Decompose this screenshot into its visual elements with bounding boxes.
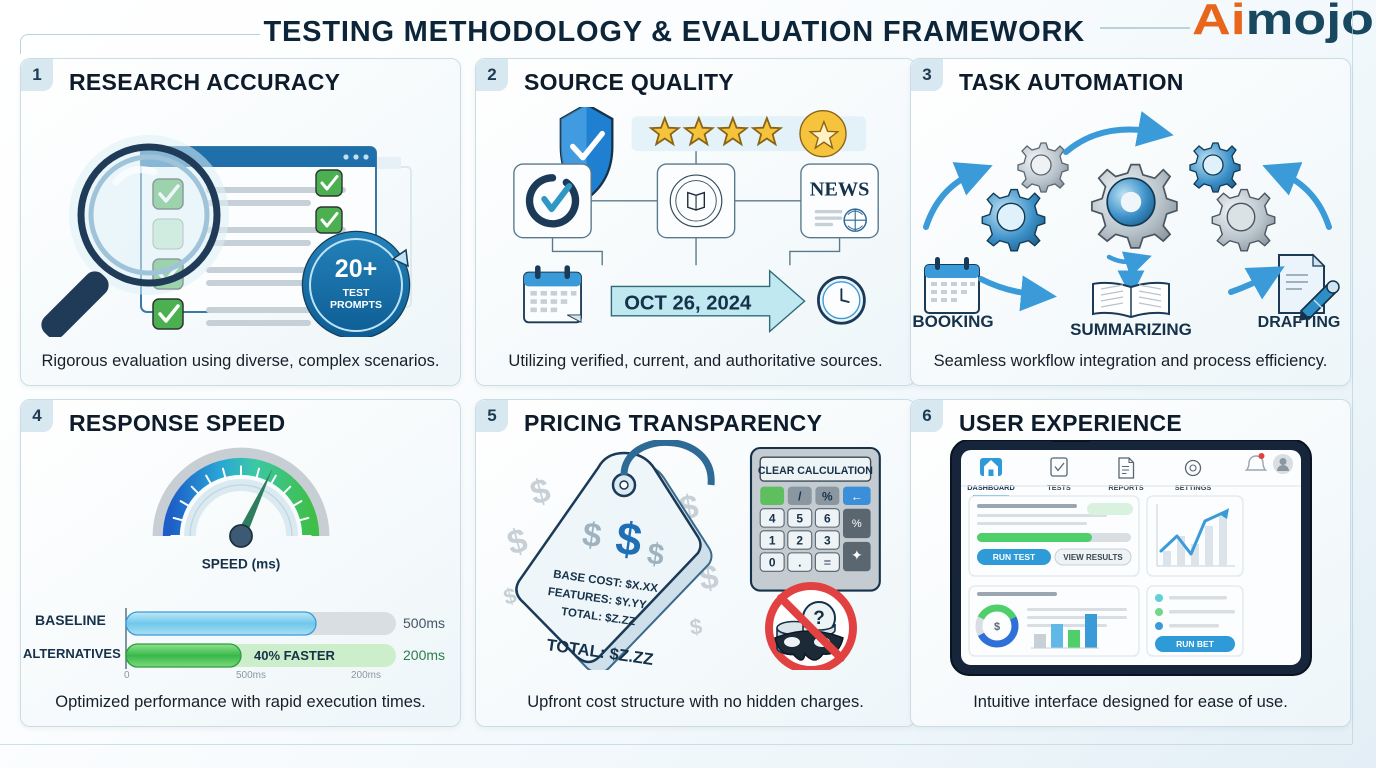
svg-text:0: 0 xyxy=(769,556,776,570)
svg-text:SETTINGS: SETTINGS xyxy=(1175,483,1212,492)
svg-text:OCT 26, 2024: OCT 26, 2024 xyxy=(624,292,752,314)
svg-text:RUN TEST: RUN TEST xyxy=(993,552,1036,562)
svg-text:SPEED (ms): SPEED (ms) xyxy=(202,556,281,571)
svg-text:$: $ xyxy=(526,471,554,513)
svg-text:BASELINE: BASELINE xyxy=(35,612,106,628)
svg-text:←: ← xyxy=(851,489,863,503)
svg-text:CLEAR CALCULATION: CLEAR CALCULATION xyxy=(758,465,873,477)
svg-text:40% FASTER: 40% FASTER xyxy=(254,648,336,663)
svg-text:$: $ xyxy=(994,621,1000,633)
svg-text:.: . xyxy=(798,556,801,570)
svg-text:DASHBOARD: DASHBOARD xyxy=(967,483,1014,492)
svg-text:2: 2 xyxy=(796,534,803,548)
svg-text:VIEW RESULTS: VIEW RESULTS xyxy=(1063,553,1123,562)
svg-text:PROMPTS: PROMPTS xyxy=(330,299,382,311)
svg-text:3: 3 xyxy=(824,534,831,548)
svg-text:ALTERNATIVES: ALTERNATIVES xyxy=(23,646,121,661)
svg-text:$: $ xyxy=(688,613,704,639)
svg-text:1: 1 xyxy=(769,534,776,548)
svg-text:500ms: 500ms xyxy=(236,670,266,681)
svg-text:=: = xyxy=(824,555,832,570)
svg-text:200ms: 200ms xyxy=(403,647,445,663)
svg-text:SUMMARIZING: SUMMARIZING xyxy=(1070,320,1192,337)
svg-text:TESTS: TESTS xyxy=(1047,483,1071,492)
svg-text:REPORTS: REPORTS xyxy=(1108,483,1143,492)
svg-text:500ms: 500ms xyxy=(403,615,445,631)
svg-text:✦: ✦ xyxy=(851,548,863,563)
svg-text:%: % xyxy=(822,489,833,503)
svg-text:200ms: 200ms xyxy=(351,670,381,681)
svg-text:DRAFTING: DRAFTING xyxy=(1258,314,1341,331)
svg-text:20+: 20+ xyxy=(335,255,377,283)
svg-text:6: 6 xyxy=(824,512,831,526)
svg-text:5: 5 xyxy=(796,512,803,526)
svg-text:%: % xyxy=(852,518,862,530)
svg-text:TEST: TEST xyxy=(343,287,370,299)
svg-text:NEWS: NEWS xyxy=(810,178,870,200)
svg-text:$: $ xyxy=(503,521,531,563)
svg-text:RUN BET: RUN BET xyxy=(1176,639,1215,649)
svg-text:?: ? xyxy=(813,608,825,629)
svg-text:4: 4 xyxy=(769,512,776,526)
svg-text:0: 0 xyxy=(124,670,130,681)
svg-text:BOOKING: BOOKING xyxy=(912,312,993,331)
